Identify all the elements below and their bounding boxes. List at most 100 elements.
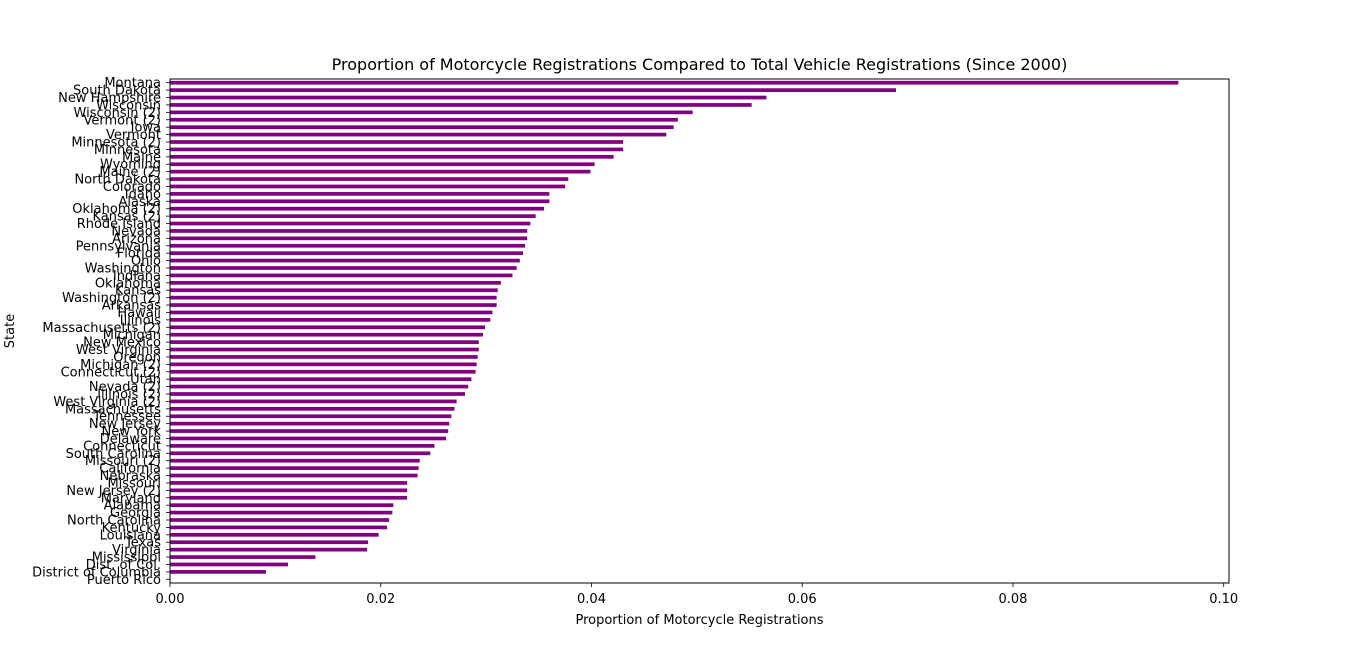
y-tick-label: Utah: [130, 373, 161, 388]
y-tick-label: New Jersey (2): [66, 484, 161, 499]
y-axis-label: State: [3, 314, 18, 348]
bar: [170, 273, 513, 278]
y-tick-label: West Virginia (2): [53, 395, 161, 410]
bar: [170, 214, 536, 218]
y-tick-label: Maine (2): [99, 165, 161, 180]
y-tick-label: Tennessee: [92, 410, 161, 425]
y-tick-label: North Dakota: [74, 173, 161, 188]
bar: [170, 429, 449, 433]
y-tick-label: Maryland: [101, 491, 161, 506]
y-tick-label: Wyoming: [100, 158, 161, 173]
bars-group: [170, 80, 1179, 574]
bar: [170, 466, 419, 470]
y-tick-label: New Hampshire: [58, 91, 161, 106]
y-tick-label: Kansas: [115, 284, 161, 299]
bar: [170, 414, 452, 419]
y-tick-label: Oklahoma: [95, 276, 161, 291]
y-tick-label: Puerto Rico: [87, 573, 161, 588]
bar: [170, 88, 897, 92]
bar: [170, 199, 550, 204]
y-tick-label: Arkansas: [102, 299, 161, 314]
bar: [170, 436, 447, 441]
y-tick-label: Vermont (2): [84, 113, 162, 128]
bar: [170, 347, 479, 352]
y-tick-label: Missouri (2): [85, 454, 161, 469]
x-tick-label: 0.08: [999, 592, 1028, 607]
y-tick-label: Indiana: [113, 269, 161, 284]
bar: [170, 473, 418, 478]
bar: [170, 243, 526, 248]
bar: [170, 80, 1179, 85]
y-tick-label: North Carolina: [67, 514, 161, 529]
bar: [170, 117, 678, 122]
y-tick-label: Virginia: [112, 543, 161, 558]
y-tick-label: Mississippi: [92, 551, 161, 566]
y-tick-label: Maine: [122, 150, 161, 165]
y-tick-label: Massachusetts (2): [42, 321, 161, 336]
bar: [170, 236, 528, 241]
bar: [170, 221, 531, 226]
bar: [170, 154, 614, 159]
bar: [170, 570, 266, 574]
y-tick-label: Rhode Island: [77, 217, 161, 232]
bar: [170, 451, 431, 456]
y-tick-label: Arizona: [112, 232, 161, 247]
y-tick-label: Idaho: [125, 187, 161, 202]
y-tick-label: Oklahoma (2): [72, 202, 161, 217]
x-tick-label: 0.00: [156, 592, 185, 607]
bar: [170, 392, 466, 396]
bar: [170, 340, 479, 344]
bar: [170, 266, 517, 270]
bar: [170, 488, 408, 493]
y-tick-label: Kentucky: [102, 521, 162, 536]
y-tick-label: Colorado: [103, 180, 161, 195]
x-axis-label: Proportion of Motorcycle Registrations: [575, 613, 823, 628]
bar: [170, 555, 316, 559]
bar: [170, 310, 493, 315]
bar: [170, 318, 491, 322]
bar: [170, 355, 478, 359]
y-tick-label: Montana: [104, 76, 161, 91]
y-tick-label: Florida: [117, 247, 161, 262]
y-tick-label: Illinois (2): [97, 388, 161, 403]
bar: [170, 206, 545, 211]
bar: [170, 362, 477, 367]
y-tick-label: Illinois: [120, 313, 161, 328]
bar: [170, 162, 595, 167]
x-tick-group: 0.00 0.02 0.04 0.06 0.08 0.10: [156, 583, 1238, 607]
bar: [170, 547, 368, 552]
x-tick-label: 0.06: [788, 592, 817, 607]
bar: [170, 177, 569, 181]
y-tick-label: Wisconsin (2): [74, 106, 161, 121]
bar: [170, 95, 767, 100]
y-tick-label: Georgia: [110, 506, 161, 521]
x-tick-label: 0.10: [1209, 592, 1238, 607]
y-tick-label: Washington: [85, 262, 161, 277]
y-tick-label: South Dakota: [73, 84, 161, 99]
bar: [170, 325, 486, 330]
y-tick-label: Alaska: [118, 195, 161, 210]
y-tick-label: Dist. of Col.: [86, 558, 161, 573]
bar: [170, 562, 289, 567]
y-tick-label: New Jersey: [89, 417, 161, 432]
bar: [170, 140, 624, 144]
y-tick-label: West Virginia: [76, 343, 161, 358]
plot-frame: [169, 78, 1230, 584]
y-tick-label: Michigan (2): [80, 358, 161, 373]
bar: [170, 103, 752, 107]
bar: [170, 251, 523, 256]
bar: [170, 369, 476, 374]
bar: [170, 377, 472, 382]
bar: [170, 110, 693, 115]
bar: [170, 147, 624, 152]
bar: [170, 192, 550, 196]
bar: [170, 481, 408, 485]
bar: [170, 525, 388, 530]
y-tick-label: Nevada (2): [89, 380, 161, 395]
bar: [170, 421, 450, 426]
bar: [170, 406, 455, 411]
y-tick-label: Alabama: [104, 499, 161, 514]
x-tick-label: 0.04: [577, 592, 606, 607]
bar: [170, 332, 483, 337]
bar: [170, 399, 457, 404]
